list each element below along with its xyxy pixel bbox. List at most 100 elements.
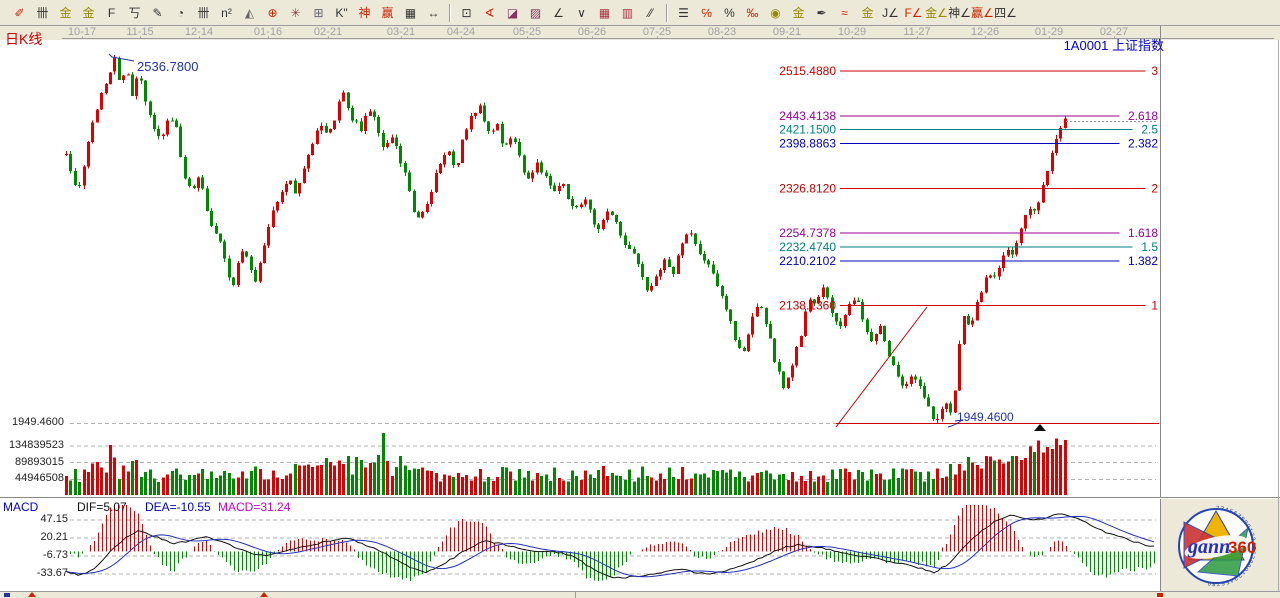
brick-grid-icon[interactable]: ▦ <box>404 5 417 20</box>
volume-bars <box>65 433 1067 495</box>
volume-axis-label: 134839523 <box>8 439 64 451</box>
slant-lines-icon[interactable]: ⁄⁄ <box>648 5 653 20</box>
macd-axis-label: 47.15 <box>40 513 68 525</box>
time-clock-icon[interactable]: ◔ <box>176 5 185 20</box>
shen-tool-icon[interactable]: 神 <box>358 5 371 20</box>
hook-cycle-icon[interactable]: 丂 <box>128 5 141 20</box>
svg-text:1.382: 1.382 <box>1128 254 1158 268</box>
ladder-icon[interactable]: ☰ <box>678 5 689 20</box>
percent-icon[interactable]: % <box>724 5 735 20</box>
svg-text:05-25: 05-25 <box>513 26 541 38</box>
starburst-icon[interactable]: ✳ <box>290 5 301 20</box>
macd-macd-value: MACD=31.24 <box>218 500 291 514</box>
price-comb-icon[interactable]: 卌 <box>197 5 210 20</box>
gold-circle-icon[interactable]: ◉ <box>770 5 781 20</box>
gold-strike-icon[interactable]: 金 <box>861 5 874 20</box>
j-angle-icon[interactable]: J∠ <box>882 5 899 20</box>
fibonacci-levels: 2515.4880 3 2443.4138 2.618 2421.1500 2.5 2398… <box>779 64 1158 313</box>
dense-grid-icon[interactable]: ▦ <box>598 5 611 20</box>
flag-pen-icon[interactable]: ✒ <box>816 5 827 20</box>
macd-dif-line <box>65 513 1155 579</box>
svg-text:2398.8863: 2398.8863 <box>779 137 836 151</box>
gann-box-icon[interactable]: ⊡ <box>461 5 472 20</box>
macd-dif-value: DIF=5.07 <box>77 500 127 514</box>
volume-axis-label: 44946508 <box>15 472 64 484</box>
span-measure-icon[interactable]: ↔ <box>427 5 440 20</box>
wave-band-icon[interactable]: ≈ <box>841 5 848 20</box>
macd-axis-label: 20.21 <box>40 531 68 543</box>
date-marker-triangle <box>1034 424 1046 431</box>
gann-wheel-icon[interactable]: ⊕ <box>267 5 278 20</box>
svg-text:2443.4138: 2443.4138 <box>779 109 836 123</box>
protractor-icon[interactable]: ◭ <box>244 5 255 20</box>
svg-text:06-26: 06-26 <box>578 26 606 38</box>
macd-axis-label: -6.73 <box>42 549 68 561</box>
k-grid-icon[interactable]: ▥ <box>621 5 634 20</box>
macd-dea-value: DEA=-10.55 <box>145 500 211 514</box>
percent-lines-icon[interactable]: ‰ <box>746 5 759 20</box>
svg-text:1.5: 1.5 <box>1141 240 1158 254</box>
percent-strike-icon[interactable]: ℅ <box>701 5 712 20</box>
macd-dea-line <box>65 515 1155 578</box>
symbol-title: 1A0001 上证指数 <box>1063 38 1164 53</box>
low-price-annotation: 1949.4600 <box>957 410 1014 424</box>
svg-text:12-26: 12-26 <box>971 26 999 38</box>
svg-text:2210.2102: 2210.2102 <box>779 254 836 268</box>
win-tool-icon[interactable]: 赢 <box>381 5 394 20</box>
gann-gold-b-icon[interactable]: 金 <box>82 5 95 20</box>
date-axis: 10-17 11-15 12-14 01-16 02-21 03-21 04-24 05-25… <box>62 26 1274 39</box>
toolbar: ✐ 卌金金 F 丂 ✎ ◔ 卌 n² ◭ ⊕ ✳ ⊞ K" 神赢 ▦ ↔ ⊡ ∢ ◪ ▨ ∠ ∨ ▦ ▥ ⁄⁄ ☰ ℅% ‰ ◉ 金 ✒ ≈ 金… <box>0 0 1280 26</box>
trend-lines <box>835 306 1159 428</box>
svg-text:2232.4740: 2232.4740 <box>779 240 836 254</box>
harmonics-comb-icon[interactable]: 卌 <box>36 5 49 20</box>
svg-text:2421.1500: 2421.1500 <box>779 123 836 137</box>
svg-text:12-14: 12-14 <box>185 26 213 38</box>
fib-comb-icon[interactable]: F <box>107 5 116 20</box>
pushpin-tool-icon[interactable]: ✐ <box>14 5 25 20</box>
svg-text:2326.8120: 2326.8120 <box>779 181 836 195</box>
svg-text:2254.7378: 2254.7378 <box>779 226 836 240</box>
win-angle-icon[interactable]: 赢∠ <box>971 5 994 20</box>
svg-text:04-24: 04-24 <box>447 26 475 38</box>
shen-angle-icon[interactable]: 神∠ <box>948 5 971 20</box>
logo-brand-text: gann <box>1187 536 1230 558</box>
period-label[interactable]: 日K线 <box>5 31 43 47</box>
svg-text:3: 3 <box>1151 64 1158 78</box>
k-quote-icon[interactable]: K" <box>335 5 348 20</box>
svg-text:08-23: 08-23 <box>708 26 736 38</box>
statusbar <box>0 591 1280 598</box>
f-angle-icon[interactable]: F∠ <box>904 5 923 20</box>
statusbar-blue-marker <box>4 593 10 597</box>
macd-axis-label: -33.67 <box>36 567 68 579</box>
spiral-box-icon[interactable]: ▨ <box>529 5 542 20</box>
svg-text:01-16: 01-16 <box>254 26 282 38</box>
svg-text:11-27: 11-27 <box>903 26 930 38</box>
svg-text:02-27: 02-27 <box>1100 26 1128 38</box>
svg-text:2: 2 <box>1151 181 1158 195</box>
gold-angle-icon[interactable]: 金∠ <box>925 5 948 20</box>
four-angle-icon[interactable]: 四∠ <box>994 5 1017 20</box>
svg-text:2138.1360: 2138.1360 <box>779 299 836 313</box>
volume-axis-label: 89893015 <box>15 456 64 468</box>
angle-lines-icon[interactable]: ∠ <box>553 5 564 20</box>
svg-text:1: 1 <box>1151 299 1158 313</box>
v-lines-icon[interactable]: ∨ <box>577 5 586 20</box>
svg-text:2.5: 2.5 <box>1141 123 1158 137</box>
toolbar-separator <box>666 3 668 22</box>
marker-pen-icon[interactable]: ✎ <box>152 5 163 20</box>
annotations <box>108 53 1046 431</box>
svg-text:10-29: 10-29 <box>838 26 866 38</box>
square-of-nine-icon[interactable]: ⊞ <box>313 5 324 20</box>
peak-price-annotation: 2536.7800 <box>137 59 199 74</box>
fan-box-icon[interactable]: ◪ <box>506 5 519 20</box>
pane-dividers[interactable] <box>0 26 1280 592</box>
toolbar-separator <box>449 3 451 22</box>
gold-lines-icon[interactable]: 金 <box>792 5 805 20</box>
n-squared-icon[interactable]: n² <box>221 5 232 20</box>
fan-lines-icon[interactable]: ∢ <box>484 5 495 20</box>
gann-gold-a-icon[interactable]: 金 <box>59 5 72 20</box>
svg-text:1.618: 1.618 <box>1128 226 1158 240</box>
macd-indicator-title[interactable]: MACD <box>3 500 39 514</box>
price-axis-low-label: 1949.4600 <box>12 416 64 428</box>
